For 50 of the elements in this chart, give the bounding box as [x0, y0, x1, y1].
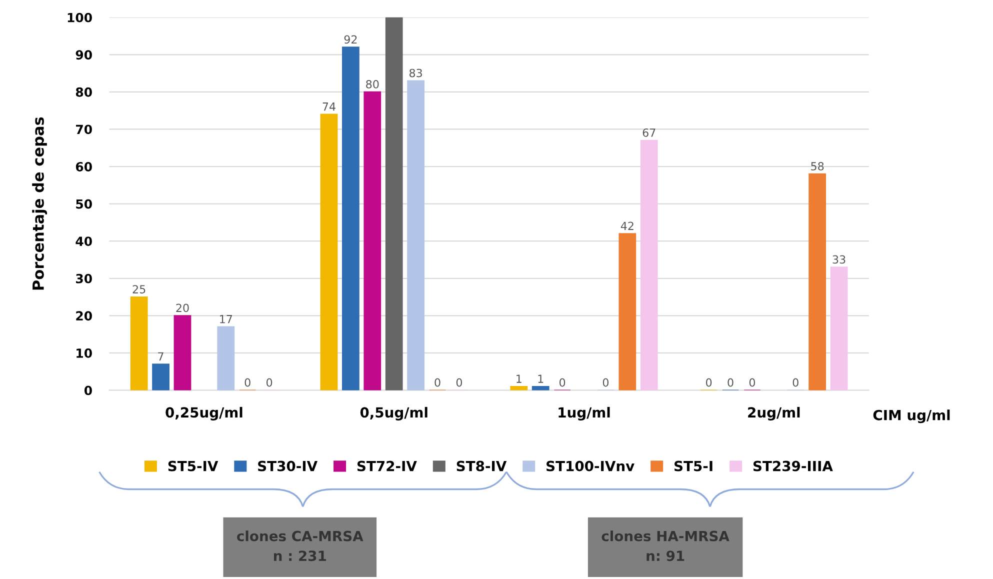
y-tick-label: 20 [76, 311, 92, 321]
data-label: 42 [620, 222, 634, 230]
y-tick-label: 0 [84, 386, 92, 396]
data-label: 0 [266, 378, 272, 387]
data-label: 1 [538, 374, 544, 383]
data-label: 0 [728, 378, 734, 387]
y-tick-label: 40 [76, 236, 92, 246]
data-label: 17 [220, 315, 232, 324]
y-tick-label: 50 [76, 199, 92, 209]
data-label: 74 [322, 102, 336, 111]
y-tick-label: 10 [76, 348, 92, 358]
x-tick-label: 0,5ug/ml [360, 406, 428, 420]
y-tick-label: 30 [76, 274, 92, 284]
data-label: 67 [642, 128, 656, 137]
data-label: 1 [516, 374, 522, 383]
x-tick-label: 2ug/ml [748, 406, 800, 420]
y-tick-label: 80 [76, 87, 92, 97]
y-tick-label: 60 [76, 162, 92, 172]
y-axis-title: Porcentaje de cepas [32, 117, 48, 290]
data-label: 0 [244, 378, 250, 387]
y-tick-label: 70 [76, 124, 92, 134]
legend-label: ST5-IV [168, 460, 218, 472]
x-axis-title: CIM ug/ml [873, 410, 950, 424]
data-label: 0 [560, 378, 566, 387]
data-label: 7 [158, 352, 164, 360]
data-label: 92 [344, 35, 357, 44]
data-label: 83 [409, 68, 422, 78]
data-label: 0 [706, 378, 712, 387]
text: clones HA-MRSA n: 91 [602, 530, 730, 562]
data-label: 80 [366, 80, 379, 88]
data-label: 0 [602, 378, 609, 387]
y-tick-label: 90 [76, 50, 92, 60]
legend-label: ST72-IV [357, 460, 417, 472]
data-label: 0 [749, 378, 756, 387]
data-label: 0 [456, 378, 462, 387]
legend-label: ST5-I [674, 460, 712, 472]
data-label: 0 [792, 378, 798, 387]
legend-label: ST30-IV [258, 460, 318, 472]
text: clones CA-MRSA n : 231 [237, 530, 364, 562]
y-tick-label: 100 [68, 12, 92, 22]
x-tick-label: 1ug/ml [558, 406, 610, 420]
data-label: 0 [434, 378, 440, 387]
legend-label: ST239-IIIA [753, 460, 833, 472]
legend-label: ST100-IVnv [546, 460, 634, 472]
data-label: 25 [132, 285, 146, 294]
data-label: 33 [832, 255, 846, 264]
legend-label: ST8-IV [456, 460, 507, 472]
data-label: 20 [176, 304, 189, 312]
x-tick-label: 0,25ug/ml [166, 406, 242, 420]
data-label: 58 [811, 162, 824, 170]
